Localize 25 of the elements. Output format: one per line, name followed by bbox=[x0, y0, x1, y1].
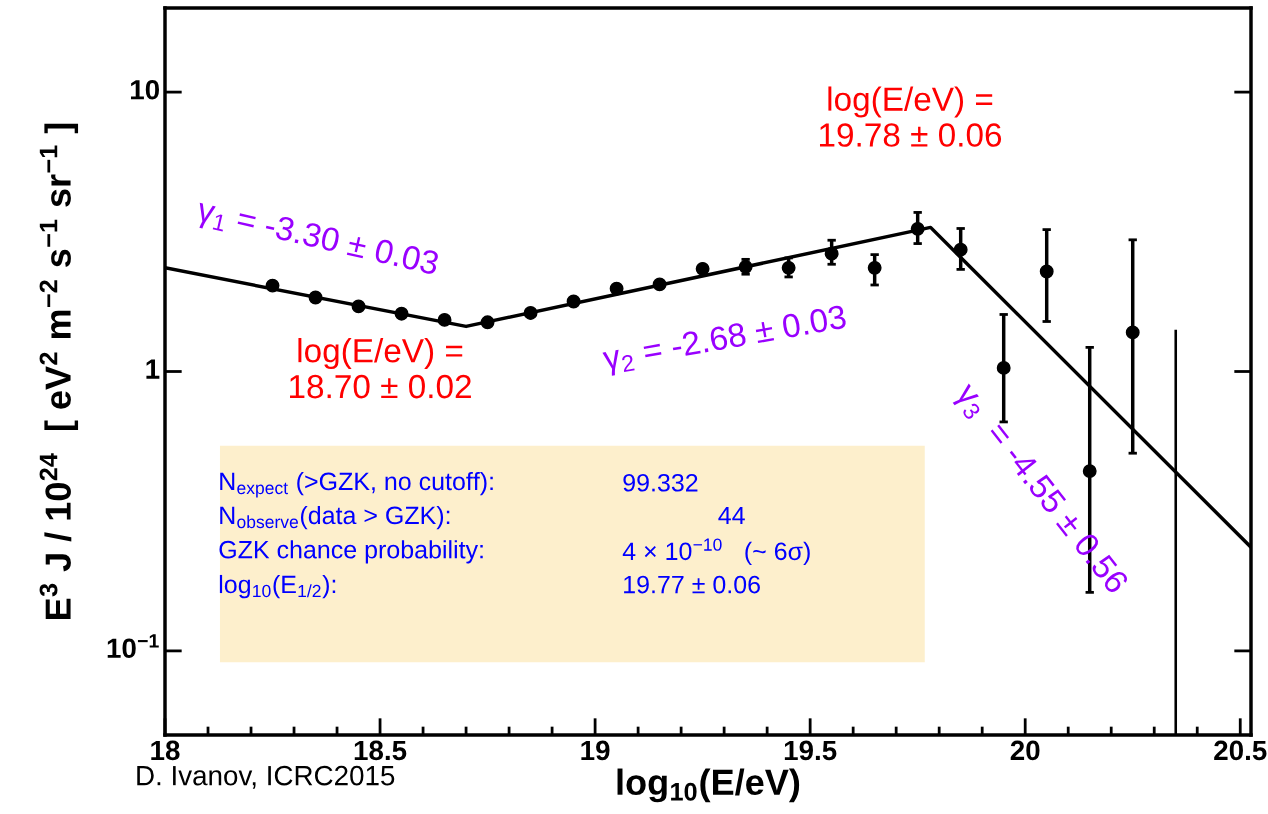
annotation: 19.77 ± 0.06 bbox=[624, 575, 760, 594]
text: 4 × 10$^{−10}$ (~ 6σ) bbox=[622, 538, 810, 566]
annotation: N$_{expect}$ (>GZK, no cutoff): bbox=[220, 471, 493, 498]
annotation: N$_{observe}$(data > GZK): bbox=[220, 505, 450, 530]
y-tick-label: 1 bbox=[146, 359, 160, 379]
text: D. Ivanov, ICRC2015 bbox=[137, 765, 395, 789]
x-axis-title: log$_{10}$(E/eV) bbox=[617, 768, 800, 803]
annotation: γ$_{3}$ = -4.55 ± 0.56 bbox=[949, 380, 1130, 599]
annotation: log(E/eV) = 18.70 ± 0.02 bbox=[290, 338, 471, 399]
y-tick-label: 10 bbox=[130, 79, 159, 100]
annotation: log(E/eV) = 19.78 ± 0.06 bbox=[819, 86, 1002, 147]
x-tick-label: 18 bbox=[151, 740, 180, 761]
x-tick-label: 20 bbox=[1010, 740, 1040, 761]
annotation: log$_{10}$(E$_{1/2}$): bbox=[219, 574, 336, 599]
annotation: 99.332 bbox=[623, 473, 698, 492]
annotation: GZK chance probability: bbox=[219, 540, 483, 564]
y-tick-label: 10$^{−1}$ bbox=[107, 634, 159, 659]
x-tick-label: 19.5 bbox=[784, 740, 837, 761]
x-tick-label: 20.5 bbox=[1214, 740, 1267, 761]
text: E$^{3}$ J / 10$^{24}$ [ eV$^{2}$ m$^{−2}$ s$^{−1}$ sr$^{−1}$ ] bbox=[39, 123, 79, 619]
annotation: γ$_{1}$ = -3.30 ± 0.03 bbox=[194, 197, 440, 282]
x-tick-label: 18.5 bbox=[354, 740, 407, 761]
x-tick-label: 19 bbox=[581, 740, 610, 761]
annotation: 44 bbox=[718, 506, 745, 525]
annotation: γ$_{2}$ = -2.68 ± 0.03 bbox=[601, 304, 848, 377]
